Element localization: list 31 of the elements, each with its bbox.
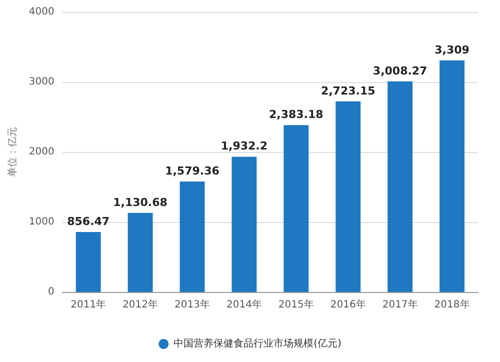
data-label: 1,579.36: [165, 164, 220, 178]
bar: [180, 181, 205, 292]
bar: [232, 156, 257, 292]
bar: [284, 125, 309, 292]
y-tick-label: 4000: [28, 6, 54, 18]
bar: [128, 212, 153, 292]
y-tick-label: 1000: [28, 216, 54, 228]
y-tick-label: 3000: [28, 76, 54, 88]
bar: [336, 101, 361, 292]
y-axis-title: 单位：亿元: [6, 127, 18, 177]
x-tick-label: 2018年: [434, 298, 470, 310]
x-tick-label: 2012年: [122, 298, 158, 310]
bar: [76, 232, 101, 292]
data-label: 1,130.68: [113, 196, 168, 209]
x-tick-label: 2015年: [278, 298, 314, 310]
y-tick-label: 0: [48, 286, 54, 298]
x-tick-label: 2013年: [174, 298, 210, 310]
data-label: 2,723.15: [320, 84, 376, 98]
x-tick-label: 2011年: [70, 298, 106, 310]
data-label: 3,309: [434, 43, 470, 56]
bar: [440, 60, 464, 292]
data-label: 2,383.18: [269, 108, 324, 122]
legend-label: 中国营养保健食品行业市场规模(亿元): [174, 338, 342, 350]
data-label: 1,932.2: [220, 140, 268, 153]
x-tick-label: 2016年: [330, 298, 366, 310]
x-tick-label: 2017年: [382, 298, 418, 310]
data-label: 3,008.27: [372, 64, 428, 78]
bar: [388, 81, 413, 292]
y-tick-label: 2000: [28, 146, 54, 158]
x-tick-label: 2014年: [226, 298, 262, 310]
data-label: 856.47: [67, 215, 110, 228]
